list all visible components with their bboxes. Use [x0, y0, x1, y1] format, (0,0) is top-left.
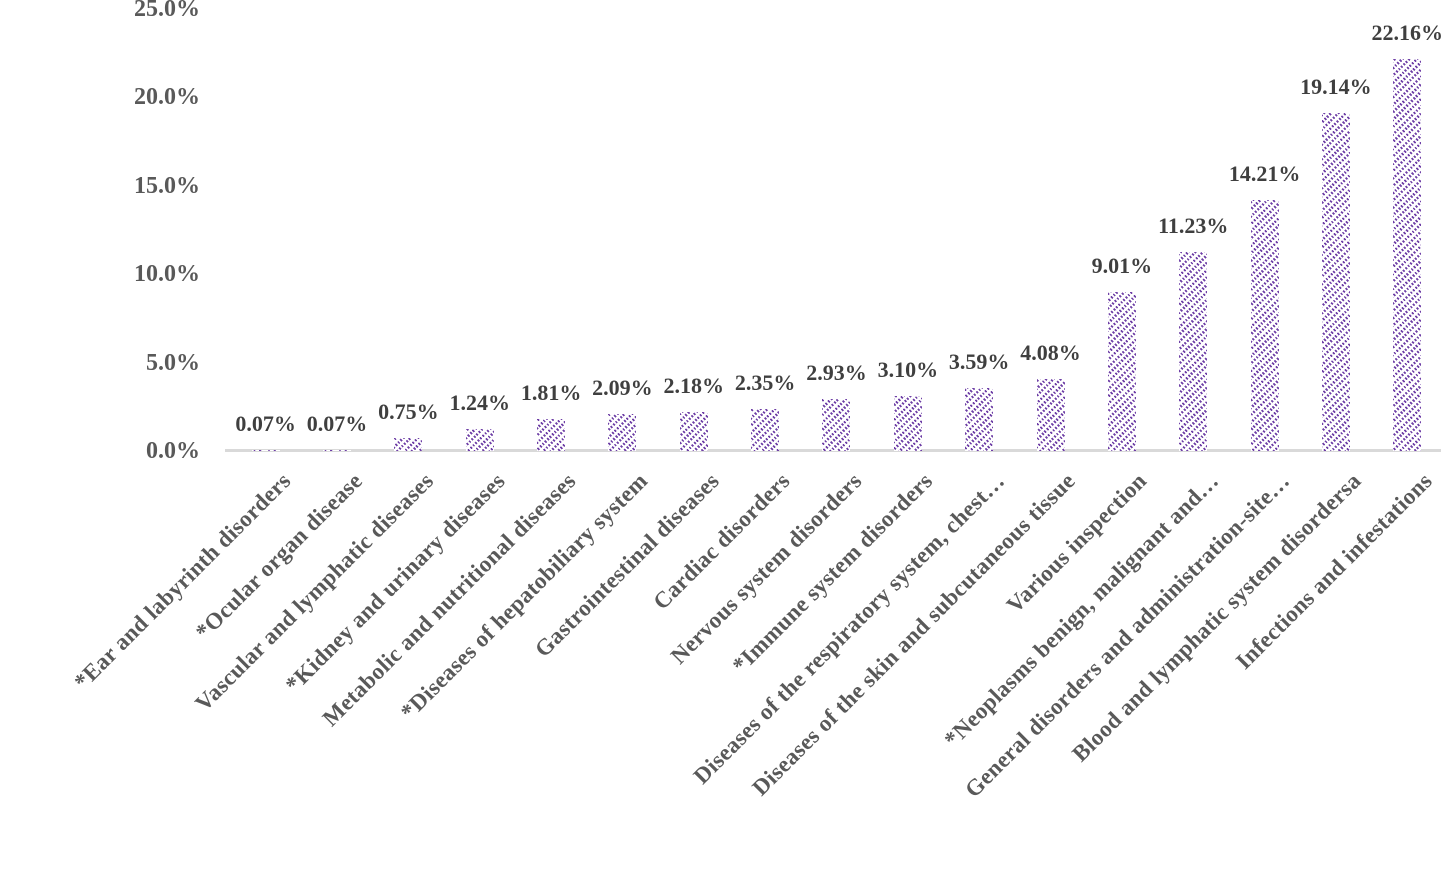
- bar-value-label: 3.59%: [948, 348, 1010, 374]
- bar-value-label: 3.10%: [877, 357, 939, 383]
- bar: [965, 387, 994, 451]
- bar-value-label: 2.18%: [663, 373, 725, 399]
- bar: [251, 449, 280, 451]
- bar-value-label: 19.14%: [1300, 73, 1372, 99]
- bar-value-label: 2.35%: [734, 370, 796, 396]
- bar: [822, 399, 851, 451]
- bar: [1036, 378, 1065, 451]
- bar-value-label: 11.23%: [1158, 213, 1229, 239]
- bar-value-label: 1.81%: [520, 380, 582, 405]
- bar-value-label: 2.93%: [806, 360, 867, 386]
- bar: [394, 437, 423, 451]
- bar-value-label: 0.07%: [235, 410, 296, 436]
- bar-value-label: 22.16%: [1371, 20, 1444, 46]
- y-axis-tick-label: 10.0%: [134, 261, 200, 288]
- y-axis-tick-label: 0.0%: [146, 438, 200, 464]
- bar-value-label: 1.24%: [449, 390, 510, 416]
- bar: [465, 429, 494, 451]
- bar: [1250, 199, 1279, 451]
- bar: [1321, 112, 1350, 451]
- bar: [1107, 291, 1136, 451]
- bar: [608, 414, 637, 451]
- bar-value-label: 14.21%: [1228, 160, 1301, 186]
- bar-value-label: 4.08%: [1020, 339, 1081, 365]
- y-axis-tick-label: 5.0%: [146, 349, 200, 376]
- bar: [893, 396, 922, 451]
- bar-value-label: 2.09%: [592, 375, 653, 401]
- y-axis-tick-label: 25.0%: [134, 0, 200, 22]
- bar: [1393, 59, 1422, 451]
- bar: [1179, 252, 1208, 451]
- bar: [751, 409, 780, 451]
- bar: [537, 419, 566, 451]
- y-axis-tick-label: 20.0%: [134, 84, 200, 111]
- x-axis-category-label: Metabolic and nutritional diseases: [317, 468, 581, 731]
- bar-value-label: 0.75%: [378, 398, 439, 424]
- bar: [679, 412, 708, 451]
- bar-value-label: 9.01%: [1091, 252, 1153, 278]
- y-axis-tick-label: 15.0%: [134, 172, 200, 199]
- bar: [323, 449, 352, 451]
- bar-value-label: 0.07%: [306, 410, 368, 436]
